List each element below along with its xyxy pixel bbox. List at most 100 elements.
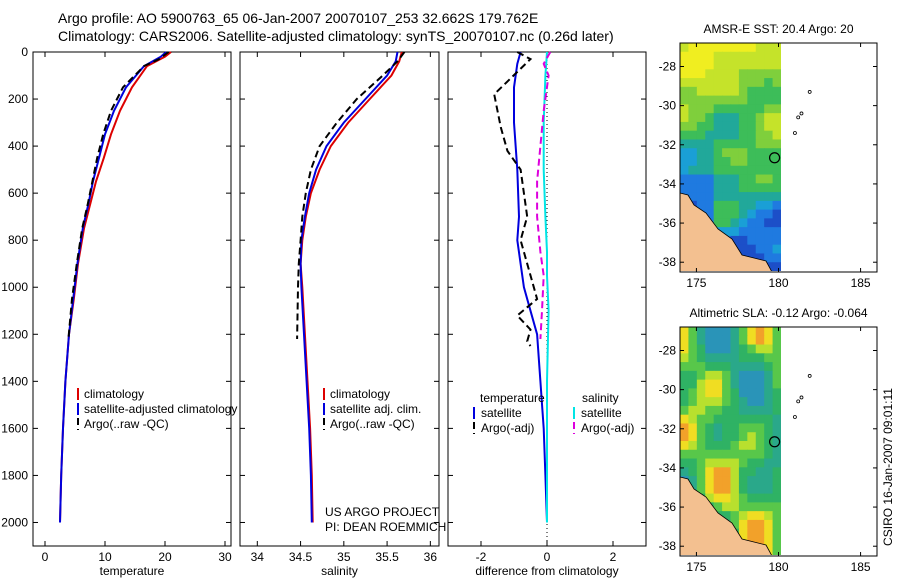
sla_map-cell [680,405,690,416]
sst_map-cell [772,139,781,149]
temperature-ytick-label: 800 [8,233,28,247]
sla_map-cell [772,379,781,389]
sla_map-cell [688,344,698,354]
sst_map-cell [696,86,706,97]
sla_map-cell [755,362,765,372]
sla_map-cell [680,353,690,363]
sla_map-cell [755,423,765,433]
sst_map-cell [696,69,706,79]
sst_map-cell [705,165,715,176]
sla_map-cell [772,397,781,407]
sst_map-cell [764,244,774,255]
sst_map-cell [705,78,715,88]
sla_map-cell [755,537,765,547]
sst_map-cell [755,200,765,211]
sst_map-cell [755,69,765,79]
temperature-ytick-label: 200 [8,92,28,106]
sla_map-cell [688,476,698,486]
sst_map-cell [680,139,690,149]
sst_map-cell [747,95,757,105]
sla_map-cell [772,458,781,468]
temperature-xtick-label: 20 [158,550,172,564]
legend-salinity-label: satellite [581,406,622,420]
temperature-ytick-label: 600 [8,186,28,200]
sla_map-cell [755,449,765,460]
sla_map-cell [738,397,748,407]
sst_map-cell [747,209,757,219]
sst_map-cell [755,51,765,62]
sst_map-cell [730,95,740,105]
sla_map-ytick-label: -34 [659,461,677,475]
sla_map-cell [755,353,765,363]
sst_map-cell [722,69,732,79]
sst_map-cell [755,174,765,184]
sst_map-cell [705,209,715,219]
sst_map-cell [738,148,748,158]
sla_map-cell [705,432,715,442]
sst_map-cell [755,218,765,228]
sla_map-cell [772,370,781,381]
sla_map-cell [772,344,781,354]
sla_map-cell [764,414,774,425]
sst_map-cell [696,174,706,184]
sla_map-profile-location [768,436,781,448]
sst_map-cell [755,130,765,141]
series-temperature-satellite [513,51,548,523]
sst_map-cell [722,121,732,132]
sst_map-cell [680,95,690,105]
temperature-axes-box [32,51,232,547]
salinity-legend-label: Argo(..raw -QC) [330,417,415,431]
sst_map-cell [730,200,740,211]
sst_map-cell [764,165,774,176]
sla_map-cell [755,528,765,539]
sst_map-cell [713,157,723,167]
sst_map-cell [738,244,748,255]
sla_map-cell [738,344,748,354]
sla_map-cell [772,546,781,555]
sla_map-cell [764,397,774,407]
sla_map-cell [764,388,774,398]
sla_map-cell [764,458,774,468]
sst_map-cell [747,174,757,184]
sla_map-cell [755,511,765,521]
sla_map-cell [738,335,748,346]
sla_map-cell [747,388,757,398]
sla_map-cell [747,344,757,354]
sst_map-xtick-label: 185 [851,276,871,290]
sst_map-cell [772,95,781,105]
sla_map-cell [680,449,690,460]
sla_map-cell [755,327,765,337]
sla_map-cell [680,414,690,425]
sla_map-cell [772,388,781,398]
sst_map-cell [705,148,715,158]
sla_map-cell [722,458,732,468]
sst_map-cell [772,209,781,219]
sst_map-cell [722,209,732,219]
sst_map-cell [680,51,690,62]
sla_map-cell [738,476,748,486]
sst_map-cell [764,157,774,167]
sla_map-track-point [807,374,812,378]
sst_map-cell [688,121,698,132]
sst_map-cell [738,183,748,193]
sla_map-cell [705,379,715,389]
sst_map-cell [764,95,774,105]
sla_map-cell [772,405,781,416]
sla_map-cell [772,519,781,530]
sst_map-cell [755,95,765,105]
sla_map-cell [713,502,723,512]
credit-line-1: US ARGO PROJECT [325,505,440,519]
sla_map-cell [772,537,781,547]
sla_map-cell [688,414,698,425]
sst_map-cell [730,43,740,53]
sla_map-cell [747,379,757,389]
sla_map-cell [688,327,698,337]
sst_map-cell [722,200,732,211]
sla_map-cell [730,519,740,530]
sla_map-cell [688,405,698,416]
sst_map-cell [688,60,698,70]
sla_map-cell [747,441,757,451]
sla_map-cell [705,388,715,398]
sla_map-cell [738,502,748,512]
sla_map-cell [747,423,757,433]
